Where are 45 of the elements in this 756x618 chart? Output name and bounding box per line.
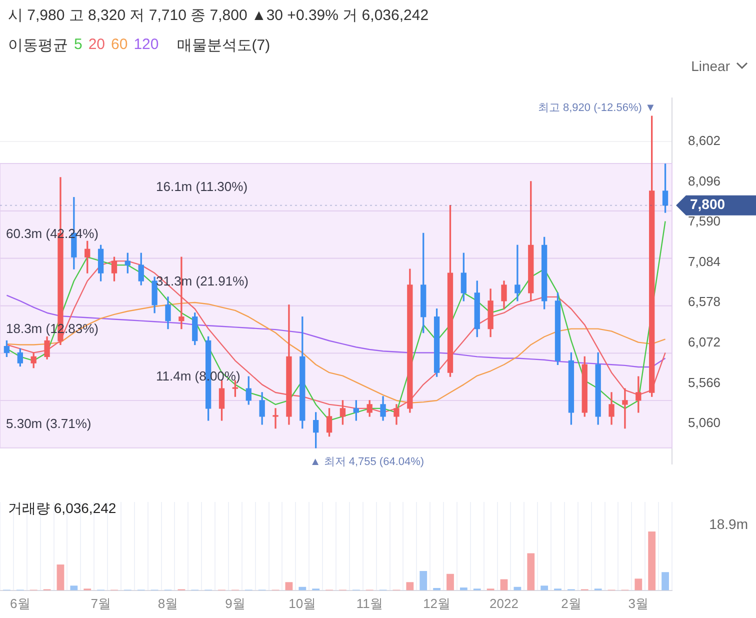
bar (446, 574, 454, 590)
text: 20 (88, 36, 106, 55)
y-tick-label: 7,590 (688, 214, 721, 229)
y-tick-label: 5,060 (688, 415, 721, 430)
x-tick-label: 6월 (10, 596, 30, 611)
bar (406, 582, 414, 590)
ref-line-label: 7,800 (690, 196, 726, 212)
band-label: 5.30m (3.71%) (6, 416, 92, 431)
y-tick-label: 8,096 (688, 173, 721, 188)
x-tick-label: 2월 (561, 596, 582, 611)
text: 매물분석도(7) (176, 36, 270, 55)
x-tick-label: 3월 (628, 596, 649, 611)
text: 18.9m (709, 516, 748, 532)
y-tick-label: 5,566 (688, 374, 721, 390)
text: Linear (691, 58, 730, 74)
bar (540, 586, 548, 590)
y-tick-label: 6,578 (688, 294, 721, 310)
chart-subtitle: 시 7,980 고 8,320 저 7,710 종 7,800 ▲30 +0.39% 거 6,036,242 (8, 6, 429, 25)
x-tick-label: 11월 (356, 596, 383, 611)
bar (648, 531, 656, 590)
annotation: 최고 8,920 (-12.56%) ▼ (538, 102, 656, 114)
x-tick-label: 7월 (90, 596, 111, 611)
annotation: ▲ 최저 4,755 (64.04%) (310, 456, 424, 468)
x-tick-label: 2022 (490, 596, 518, 611)
bar (527, 553, 535, 590)
y-tick-label: 8,602 (688, 133, 721, 148)
bar (662, 572, 669, 590)
text: 5 (74, 36, 82, 55)
bar (500, 579, 508, 590)
bar (56, 564, 64, 590)
x-tick-label: 12월 (423, 596, 451, 611)
bar (285, 582, 293, 590)
bar (420, 570, 428, 590)
y-tick-label: 7,084 (688, 254, 721, 269)
bar (634, 578, 642, 590)
y-tick-label: 6,072 (688, 334, 721, 350)
x-tick-label: 8월 (158, 596, 178, 611)
band-label: 16.1m (11.30%) (156, 178, 248, 194)
legend-title: 이동평균 (8, 36, 68, 55)
text: 60 (111, 36, 128, 55)
text: 120 (134, 36, 159, 55)
x-tick-label: 10월 (288, 596, 316, 611)
x-tick-label: 9월 (225, 596, 246, 611)
chart-title: 거래량 6,036,242 (8, 500, 116, 518)
bar (70, 586, 78, 590)
